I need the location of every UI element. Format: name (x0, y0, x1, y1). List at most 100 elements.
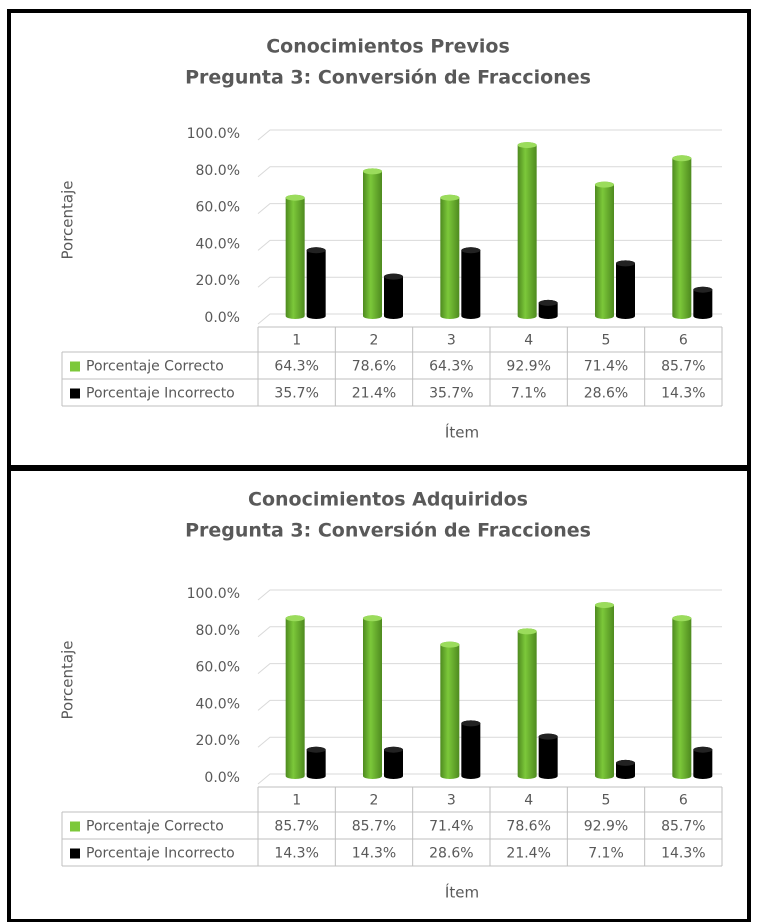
x-tick-label: 1 (292, 793, 301, 809)
chart-title: Conocimientos Adquiridos (248, 489, 528, 511)
bar-cap (672, 155, 692, 162)
value-label: 78.6% (506, 819, 550, 835)
y-tick-label: 0.0% (204, 770, 240, 786)
value-label: 14.3% (352, 846, 396, 862)
bar-cap (285, 615, 305, 622)
value-label: 7.1% (511, 386, 547, 402)
bar-cap (440, 641, 460, 648)
legend-label: Porcentaje Correcto (86, 359, 224, 375)
value-label: 78.6% (352, 359, 396, 375)
legend-label: Porcentaje Incorrecto (86, 386, 235, 402)
x-tick-label: 6 (679, 333, 688, 349)
value-label: 28.6% (584, 386, 628, 402)
value-label: 71.4% (429, 819, 473, 835)
y-tick-label: 0.0% (204, 310, 240, 326)
y-tick-label: 60.0% (196, 200, 240, 216)
bar (461, 720, 481, 780)
x-tick-label: 3 (447, 333, 456, 349)
x-tick-label: 6 (679, 793, 688, 809)
y-tick-label: 20.0% (196, 273, 240, 289)
y-tick-label: 100.0% (187, 126, 240, 142)
legend-label: Porcentaje Correcto (86, 819, 224, 835)
bar (440, 194, 460, 319)
bar-cap (693, 746, 713, 753)
bar-cap (538, 299, 558, 306)
grid-line (257, 589, 722, 601)
value-label: 21.4% (352, 386, 396, 402)
bar-cap (616, 260, 635, 267)
bar-cap (461, 247, 481, 254)
bar (672, 155, 692, 319)
bar-cap (517, 628, 537, 635)
grid-line (257, 203, 722, 214)
bar-cap (595, 181, 614, 188)
bar (285, 615, 305, 780)
bar (461, 247, 481, 319)
y-tick-label: 100.0% (187, 586, 240, 602)
y-tick-label: 80.0% (196, 623, 240, 639)
x-axis-label: Ítem (445, 423, 479, 442)
value-label: 21.4% (506, 846, 550, 862)
bar (384, 273, 403, 319)
bar-cap (440, 194, 460, 201)
bar-cap (306, 746, 326, 753)
value-label: 35.7% (429, 386, 473, 402)
bar-cap (538, 733, 558, 740)
value-label: 85.7% (274, 819, 318, 835)
value-label: 85.7% (352, 819, 396, 835)
bar-cap (285, 194, 305, 201)
bar (538, 733, 558, 780)
x-tick-label: 2 (370, 793, 379, 809)
y-tick-label: 40.0% (196, 696, 240, 712)
y-axis-label: Porcentaje (59, 181, 77, 260)
x-tick-label: 4 (524, 793, 533, 809)
x-tick-label: 1 (292, 333, 301, 349)
y-axis-label: Porcentaje (59, 641, 77, 720)
y-tick-label: 80.0% (196, 163, 240, 179)
x-tick-label: 4 (524, 333, 533, 349)
chart-frame (7, 467, 751, 922)
value-label: 64.3% (274, 359, 318, 375)
bar-cap (461, 720, 481, 727)
bar (595, 181, 614, 319)
bar-cap (517, 142, 537, 149)
chart-subtitle: Pregunta 3: Conversión de Fracciones (185, 520, 591, 542)
value-label: 71.4% (584, 359, 628, 375)
bar (306, 746, 326, 780)
bar (672, 615, 692, 780)
grid-line (257, 239, 722, 251)
bar (616, 260, 635, 319)
grid-line (257, 773, 722, 785)
bar-cap (306, 247, 326, 254)
bar-cap (363, 615, 382, 622)
value-label: 64.3% (429, 359, 473, 375)
y-tick-label: 40.0% (196, 236, 240, 252)
bar (363, 168, 382, 319)
bar-cap (693, 286, 713, 293)
legend-swatch (70, 848, 80, 859)
grid-line (257, 663, 722, 674)
grid-line (257, 626, 722, 638)
bar (440, 641, 460, 780)
y-tick-label: 60.0% (196, 660, 240, 676)
value-label: 14.3% (661, 846, 705, 862)
grid-line (257, 166, 722, 178)
x-tick-label: 2 (370, 333, 379, 349)
value-label: 14.3% (274, 846, 318, 862)
x-axis-label: Ítem (445, 883, 479, 902)
grid-line (257, 276, 722, 288)
legend-swatch (70, 821, 80, 832)
bar (384, 746, 403, 780)
bar (517, 628, 537, 780)
bar (595, 602, 614, 779)
bar-cap (595, 602, 614, 609)
legend-swatch (70, 388, 80, 399)
legend-label: Porcentaje Incorrecto (86, 846, 235, 862)
value-label: 7.1% (588, 846, 624, 862)
value-label: 85.7% (661, 819, 705, 835)
grid-line (257, 736, 722, 748)
grid-line (257, 699, 722, 711)
bar (693, 746, 713, 780)
bar-cap (672, 615, 692, 622)
